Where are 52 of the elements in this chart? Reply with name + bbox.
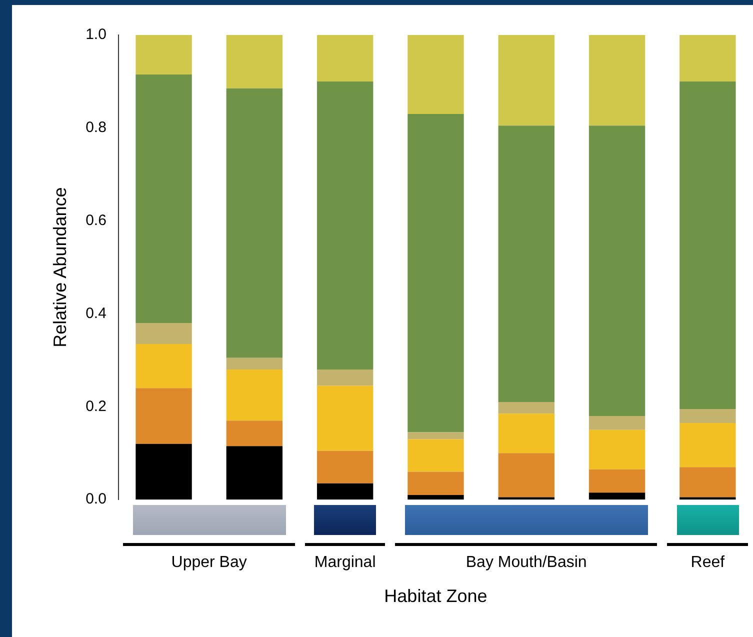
bar — [316, 386, 374, 451]
bar — [408, 432, 464, 440]
y-axis-title: Relative Abundance — [50, 187, 70, 348]
bar — [316, 450, 374, 484]
bar — [588, 35, 646, 126]
y-tick-label: 0.8 — [86, 119, 106, 136]
bar — [588, 469, 646, 493]
bar — [408, 439, 464, 472]
bar — [226, 446, 283, 500]
bar — [680, 35, 736, 82]
text: Reef — [690, 554, 726, 572]
y-tick-label: 0.6 — [86, 212, 106, 229]
text: Upper Bay — [170, 554, 248, 572]
bar — [408, 35, 464, 114]
bar — [498, 414, 554, 454]
y-tick-label: 0.2 — [86, 398, 106, 415]
bar — [226, 420, 283, 446]
bar — [316, 483, 374, 500]
y-tick-label: 0.4 — [86, 304, 106, 322]
bar — [226, 370, 283, 421]
x-axis-title: Habitat Zone — [383, 586, 488, 607]
bar — [680, 81, 736, 410]
bar — [136, 344, 192, 388]
bar — [588, 126, 646, 416]
bar — [316, 370, 374, 386]
bar — [680, 467, 736, 498]
bar — [588, 416, 646, 430]
text: Marginal — [313, 554, 377, 572]
bar — [588, 430, 646, 470]
bar — [226, 358, 283, 370]
bar — [588, 492, 646, 500]
y-tick-label: 1.0 — [86, 26, 106, 44]
bar — [136, 35, 192, 74]
bar — [136, 74, 192, 324]
bar — [680, 422, 736, 468]
bar — [408, 472, 464, 495]
bar — [680, 409, 736, 423]
bar — [136, 388, 192, 444]
bar — [408, 114, 464, 432]
bar — [136, 323, 192, 344]
bar — [498, 126, 554, 402]
bar — [316, 35, 374, 82]
bar — [498, 453, 554, 498]
bar — [498, 402, 554, 414]
bar — [136, 444, 192, 500]
bar — [408, 494, 464, 500]
bar — [316, 81, 374, 370]
text: Bay Mouth/Basin — [464, 554, 588, 572]
bar — [498, 35, 554, 126]
bar — [226, 35, 283, 88]
y-tick-label: 0.0 — [86, 490, 106, 508]
bar — [226, 88, 283, 358]
